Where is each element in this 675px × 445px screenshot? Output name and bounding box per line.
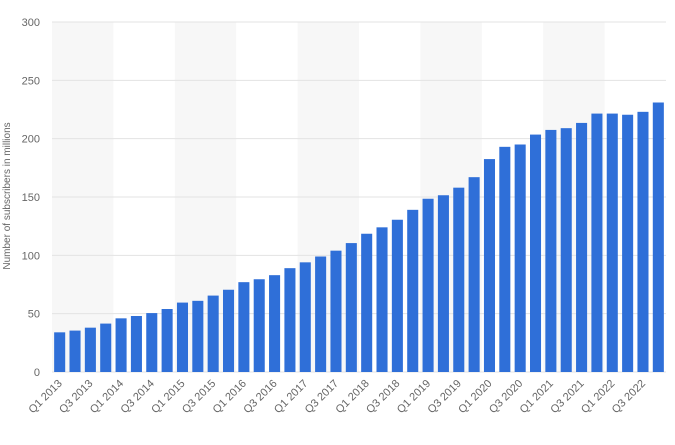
bar — [238, 282, 250, 372]
bar — [176, 302, 189, 372]
bar — [529, 134, 542, 372]
bars — [54, 102, 664, 373]
bar — [115, 318, 127, 372]
bar — [361, 233, 373, 372]
y-tick-labels: 0 50 100 150 200 250 300 — [22, 17, 40, 379]
bar — [269, 275, 281, 372]
y-tick-label: 200 — [22, 134, 40, 146]
y-tick-label: 0 — [34, 367, 40, 379]
bar — [499, 146, 511, 372]
bar — [591, 113, 603, 372]
y-tick-label: 50 — [28, 309, 40, 321]
bar — [69, 330, 81, 372]
bar — [130, 316, 142, 372]
bar — [345, 243, 357, 372]
bar — [207, 295, 219, 372]
bar — [376, 227, 388, 372]
bar — [560, 128, 572, 372]
bar — [652, 102, 664, 372]
y-tick-label: 300 — [22, 17, 40, 29]
bar — [146, 313, 158, 372]
bar — [84, 327, 96, 372]
bar — [253, 279, 265, 372]
bar — [284, 268, 296, 372]
bar — [100, 323, 112, 372]
bar — [576, 122, 588, 373]
y-tick-label: 150 — [22, 192, 40, 204]
bar — [299, 262, 311, 372]
bar — [192, 300, 204, 372]
y-tick-label: 250 — [22, 75, 40, 87]
bar — [606, 113, 618, 372]
bar — [545, 129, 557, 372]
bar — [330, 250, 342, 372]
bar — [637, 111, 649, 372]
bar — [437, 195, 449, 372]
bar — [161, 309, 173, 372]
y-axis-label: Number of subscribers in millions — [2, 122, 13, 269]
bar — [422, 198, 434, 372]
bar — [315, 256, 327, 372]
bar — [514, 144, 526, 372]
bar — [468, 177, 480, 372]
bar — [222, 289, 235, 372]
bar — [622, 114, 634, 372]
bar — [391, 219, 403, 372]
x-tick-label: Q3 2022 — [610, 378, 648, 416]
bar — [453, 187, 465, 372]
y-tick-label: 100 — [22, 250, 40, 262]
bar — [54, 332, 66, 372]
bar — [407, 209, 419, 372]
bar — [483, 159, 496, 372]
